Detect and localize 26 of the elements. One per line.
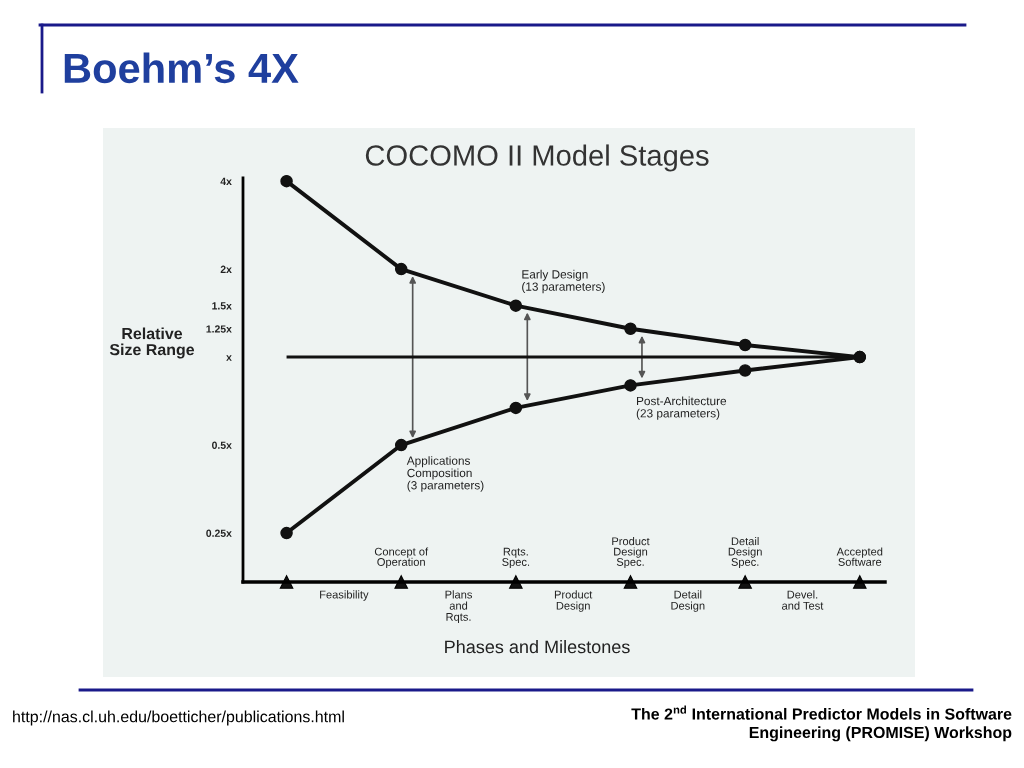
y-axis-title: Relative Size Range	[109, 327, 195, 359]
text: Product Design	[554, 590, 593, 612]
annotation: Post-Architecture (23 parameters)	[636, 396, 727, 420]
y-tick-label: 0.5x	[212, 441, 232, 449]
annotation: Applications Composition (3 parameters)	[406, 456, 484, 492]
text: Devel. and Test	[782, 590, 824, 610]
text: Feasibility	[320, 590, 369, 601]
y-tick-label: 1.5x	[212, 302, 232, 310]
x-tick-label: Product Design Spec.	[612, 537, 650, 569]
chart-title: Boehm’s 4X	[64, 52, 299, 84]
text: http://nas.cl.uh.edu/boetticher/publications.html	[13, 710, 344, 726]
x-tick-label: Concept of Operation	[374, 547, 429, 569]
y-tick-label: 1.25x	[206, 325, 232, 333]
x-axis-title: Phases and Milestones	[445, 640, 630, 654]
text: Detail Design	[671, 590, 705, 612]
y-tick-label: x	[226, 355, 232, 361]
text: The 2$^{nd}$ International Predictor Models in Software Engineering (PROMISE) Workshop	[631, 705, 1012, 742]
chart-subtitle: COCOMO II Model Stages	[365, 144, 709, 172]
y-tick-label: 2x	[220, 265, 232, 273]
x-tick-label: Accepted Software	[836, 547, 883, 566]
text: Plans and Rqts.	[445, 590, 473, 624]
annotation: Early Design (13 parameters)	[522, 269, 605, 294]
y-tick-label: 0.25x	[206, 529, 232, 537]
x-tick-label: Detail Design Spec.	[728, 537, 762, 569]
y-tick-label: 4x	[220, 177, 232, 185]
x-tick-label: Rqts. Spec.	[502, 547, 530, 569]
